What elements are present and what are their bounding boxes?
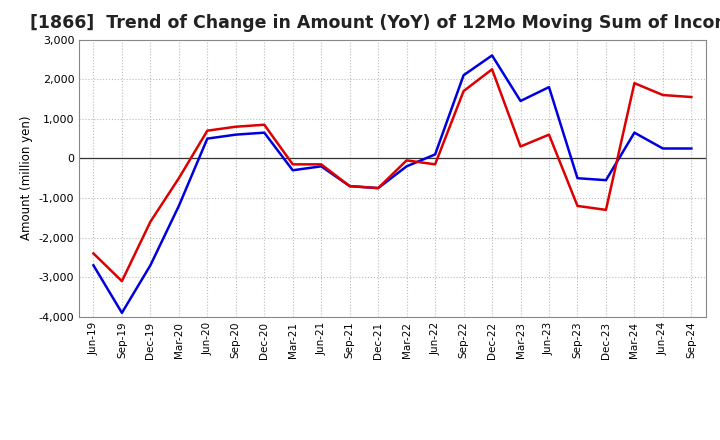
Net Income [659, 92, 667, 98]
Net Income [516, 144, 525, 149]
Net Income [431, 161, 439, 167]
Net Income [602, 207, 611, 213]
Net Income [459, 88, 468, 94]
Net Income [573, 203, 582, 209]
Ordinary Income [260, 130, 269, 135]
Ordinary Income [232, 132, 240, 137]
Ordinary Income [402, 164, 411, 169]
Net Income [630, 81, 639, 86]
Net Income [545, 132, 554, 137]
Ordinary Income [289, 168, 297, 173]
Net Income [174, 176, 183, 181]
Ordinary Income [487, 53, 496, 58]
Ordinary Income [346, 183, 354, 189]
Net Income [687, 94, 696, 99]
Net Income [487, 66, 496, 72]
Line: Net Income: Net Income [94, 69, 691, 281]
Ordinary Income [89, 263, 98, 268]
Title: [1866]  Trend of Change in Amount (YoY) of 12Mo Moving Sum of Incomes: [1866] Trend of Change in Amount (YoY) o… [30, 15, 720, 33]
Ordinary Income [573, 176, 582, 181]
Net Income [374, 185, 382, 191]
Net Income [89, 251, 98, 256]
Ordinary Income [431, 152, 439, 157]
Ordinary Income [516, 98, 525, 103]
Net Income [203, 128, 212, 133]
Net Income [260, 122, 269, 127]
Net Income [146, 219, 155, 224]
Net Income [232, 124, 240, 129]
Ordinary Income [602, 177, 611, 183]
Ordinary Income [174, 203, 183, 209]
Ordinary Income [630, 130, 639, 135]
Ordinary Income [374, 185, 382, 191]
Y-axis label: Amount (million yen): Amount (million yen) [20, 116, 33, 240]
Net Income [346, 183, 354, 189]
Ordinary Income [687, 146, 696, 151]
Ordinary Income [317, 164, 325, 169]
Ordinary Income [117, 310, 126, 315]
Net Income [117, 279, 126, 284]
Net Income [317, 161, 325, 167]
Net Income [289, 161, 297, 167]
Ordinary Income [459, 73, 468, 78]
Ordinary Income [659, 146, 667, 151]
Ordinary Income [203, 136, 212, 141]
Ordinary Income [545, 84, 554, 90]
Net Income [402, 158, 411, 163]
Line: Ordinary Income: Ordinary Income [94, 55, 691, 313]
Ordinary Income [146, 263, 155, 268]
